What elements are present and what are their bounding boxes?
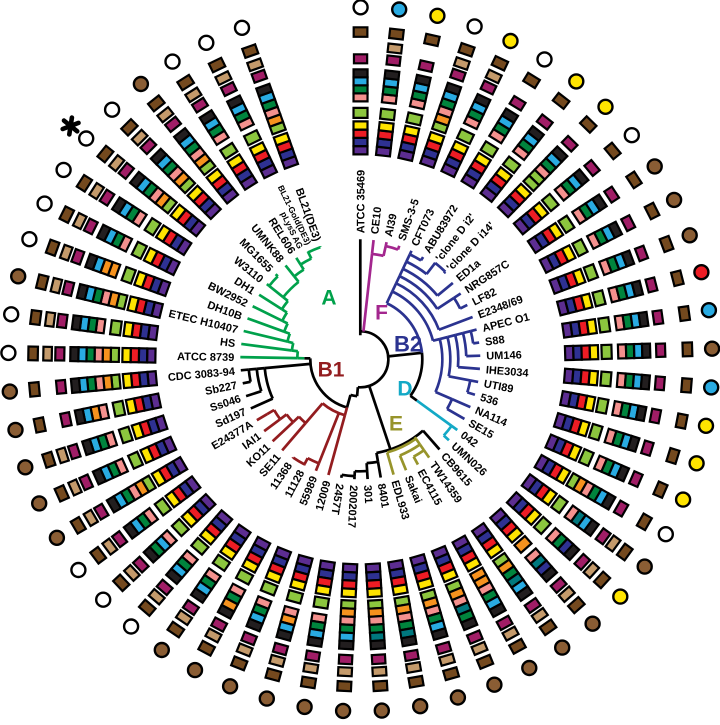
svg-text:A: A [321,287,336,310]
svg-text:301: 301 [361,485,374,504]
svg-text:F: F [375,302,388,325]
svg-text:D: D [397,378,412,401]
svg-text:2002017: 2002017 [345,485,359,528]
svg-text:B2: B2 [394,332,422,357]
svg-text:HS: HS [219,336,236,350]
svg-text:UM146: UM146 [486,349,522,362]
svg-text:ATCC 8739: ATCC 8739 [177,351,234,364]
svg-text:ATCC 35469: ATCC 35469 [355,170,367,233]
svg-text:B1: B1 [318,359,345,382]
svg-text:E: E [389,413,403,436]
